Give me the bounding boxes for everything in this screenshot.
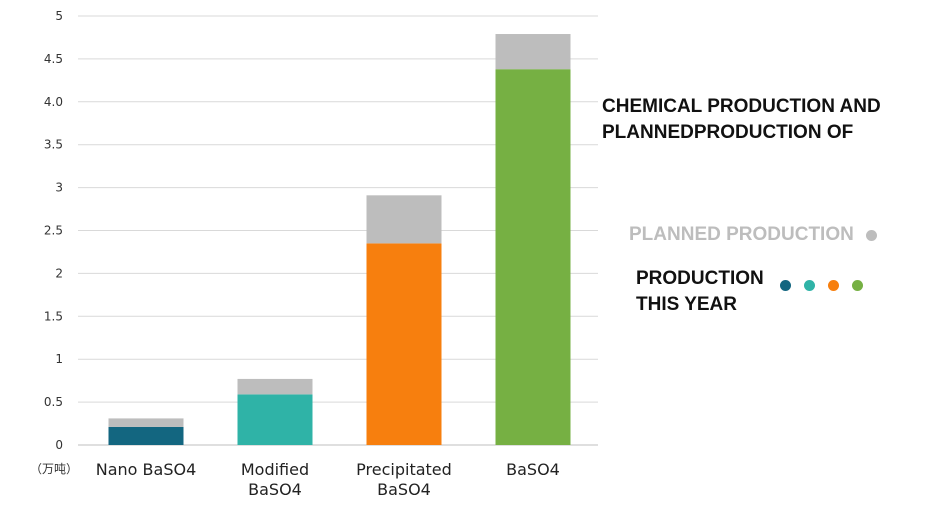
bar-production [108,426,184,445]
y-tick-label: 3 [55,181,63,195]
legend-production-line-1: PRODUCTION [636,268,764,289]
bar-production [495,69,571,446]
legend-planned-dot [865,229,877,241]
y-tick-label: 0.5 [44,395,63,409]
bar-planned [237,378,313,395]
legend-production-dot [803,280,815,291]
chart-title: CHEMICAL PRODUCTION AND PLANNEDPRODUCTIO… [602,94,942,146]
y-tick-label: 4.5 [44,52,63,66]
legend-production-dots [779,280,863,291]
x-category-label: Modified [241,460,309,479]
y-tick-label: 1 [55,352,63,366]
bars [108,34,571,446]
title-line-1: CHEMICAL PRODUCTION AND [602,96,881,117]
y-tick-label: 5 [55,9,63,23]
legend-production-dot [851,280,863,291]
legend-production-this-year: PRODUCTION THIS YEAR [636,266,863,318]
legend-production-dot [827,280,839,291]
x-category-label: BaSO4 [248,480,302,499]
y-axis-ticks: 0 0.5 1 1.5 2 2.5 3 3.5 4.0 4.5 5 [44,9,63,452]
unit-label: （万吨） [30,462,78,476]
y-tick-label: 2.5 [44,224,63,238]
bar-planned [495,34,571,70]
legend-planned-production: PLANNED PRODUCTION [629,224,877,246]
legend-production-dot [779,280,791,291]
y-tick-label: 4.0 [44,95,63,109]
x-category-label: Precipitated [356,460,452,479]
legend-production-line-2: THIS YEAR [636,294,738,315]
x-axis-categories: Nano BaSO4 ModifiedBaSO4PrecipitatedBaSO4… [96,460,560,499]
y-tick-label: 1.5 [44,309,63,323]
bar-production [237,394,313,445]
bar-production [366,243,442,445]
bar-planned [366,195,442,244]
legend-planned-label: PLANNED PRODUCTION [629,224,854,245]
legend-production-label: PRODUCTION THIS YEAR [636,266,764,318]
y-tick-label: 3.5 [44,138,63,152]
x-category-label: Nano BaSO4 [96,460,197,479]
y-tick-label: 2 [55,266,63,280]
x-category-label: BaSO4 [506,460,560,479]
title-line-2: PLANNEDPRODUCTION OF [602,122,854,143]
bar-planned [108,418,184,427]
x-category-label: BaSO4 [377,480,431,499]
y-tick-label: 0 [55,438,63,452]
